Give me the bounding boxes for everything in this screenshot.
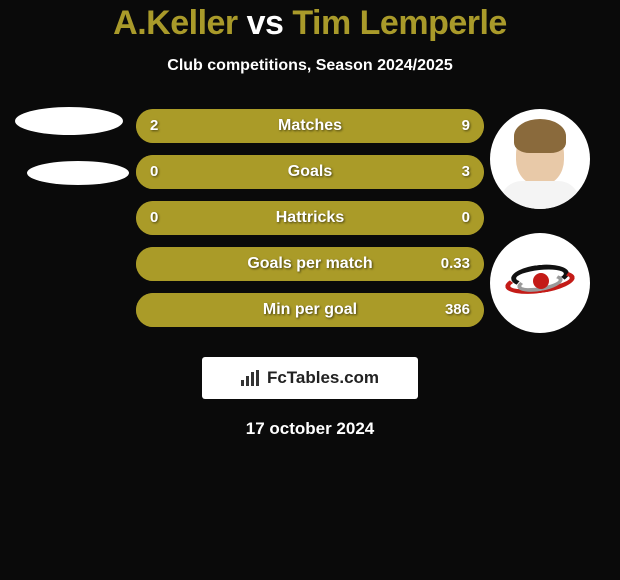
player-a-placeholder-2 [27,161,129,185]
page-title: A.Keller vs Tim Lemperle [0,4,620,43]
stat-bar-value-left: 0 [150,201,158,235]
stat-bar: Goals0 3 [136,155,484,189]
hurricane-icon [505,259,575,307]
left-player-column [6,109,131,190]
stat-bar-value-right: 0 [462,201,470,235]
player-b-avatar [490,109,590,209]
stat-bar: Matches2 9 [136,109,484,143]
title-player-b: Tim Lemperle [292,4,506,42]
stat-bars: Matches29Goals03Hattricks00Goals per mat… [136,109,484,339]
comparison-body: Matches29Goals03Hattricks00Goals per mat… [0,109,620,339]
watermark: FcTables.com [202,357,418,399]
right-player-column [490,109,590,333]
subtitle: Club competitions, Season 2024/2025 [0,57,620,75]
stat-bar: Min per goal386 [136,293,484,327]
stat-bar-value-right: 0.33 [441,247,470,281]
stat-bar-value-right: 9 [462,109,470,143]
stat-bar-value-left: 0 [150,155,158,189]
stat-bar: Goals per match0.33 [136,247,484,281]
player-a-placeholder-1 [15,107,123,135]
player-b-club-logo [490,233,590,333]
bar-chart-icon [241,370,261,386]
date: 17 october 2024 [0,419,620,439]
stat-bar: Hattricks0 0 [136,201,484,235]
stat-bar-value-right: 386 [445,293,470,327]
watermark-text: FcTables.com [267,368,379,388]
stat-bar-label: Hattricks [136,201,484,235]
title-player-a: A.Keller [113,4,238,42]
comparison-card: A.Keller vs Tim Lemperle Club competitio… [0,0,620,439]
stat-bar-label: Min per goal [136,293,484,327]
stat-bar-label: Goals [136,155,484,189]
stat-bar-label: Goals per match [136,247,484,281]
title-vs: vs [238,4,293,42]
stat-bar-value-left: 2 [150,109,158,143]
stat-bar-label: Matches [136,109,484,143]
stat-bar-value-right: 3 [462,155,470,189]
